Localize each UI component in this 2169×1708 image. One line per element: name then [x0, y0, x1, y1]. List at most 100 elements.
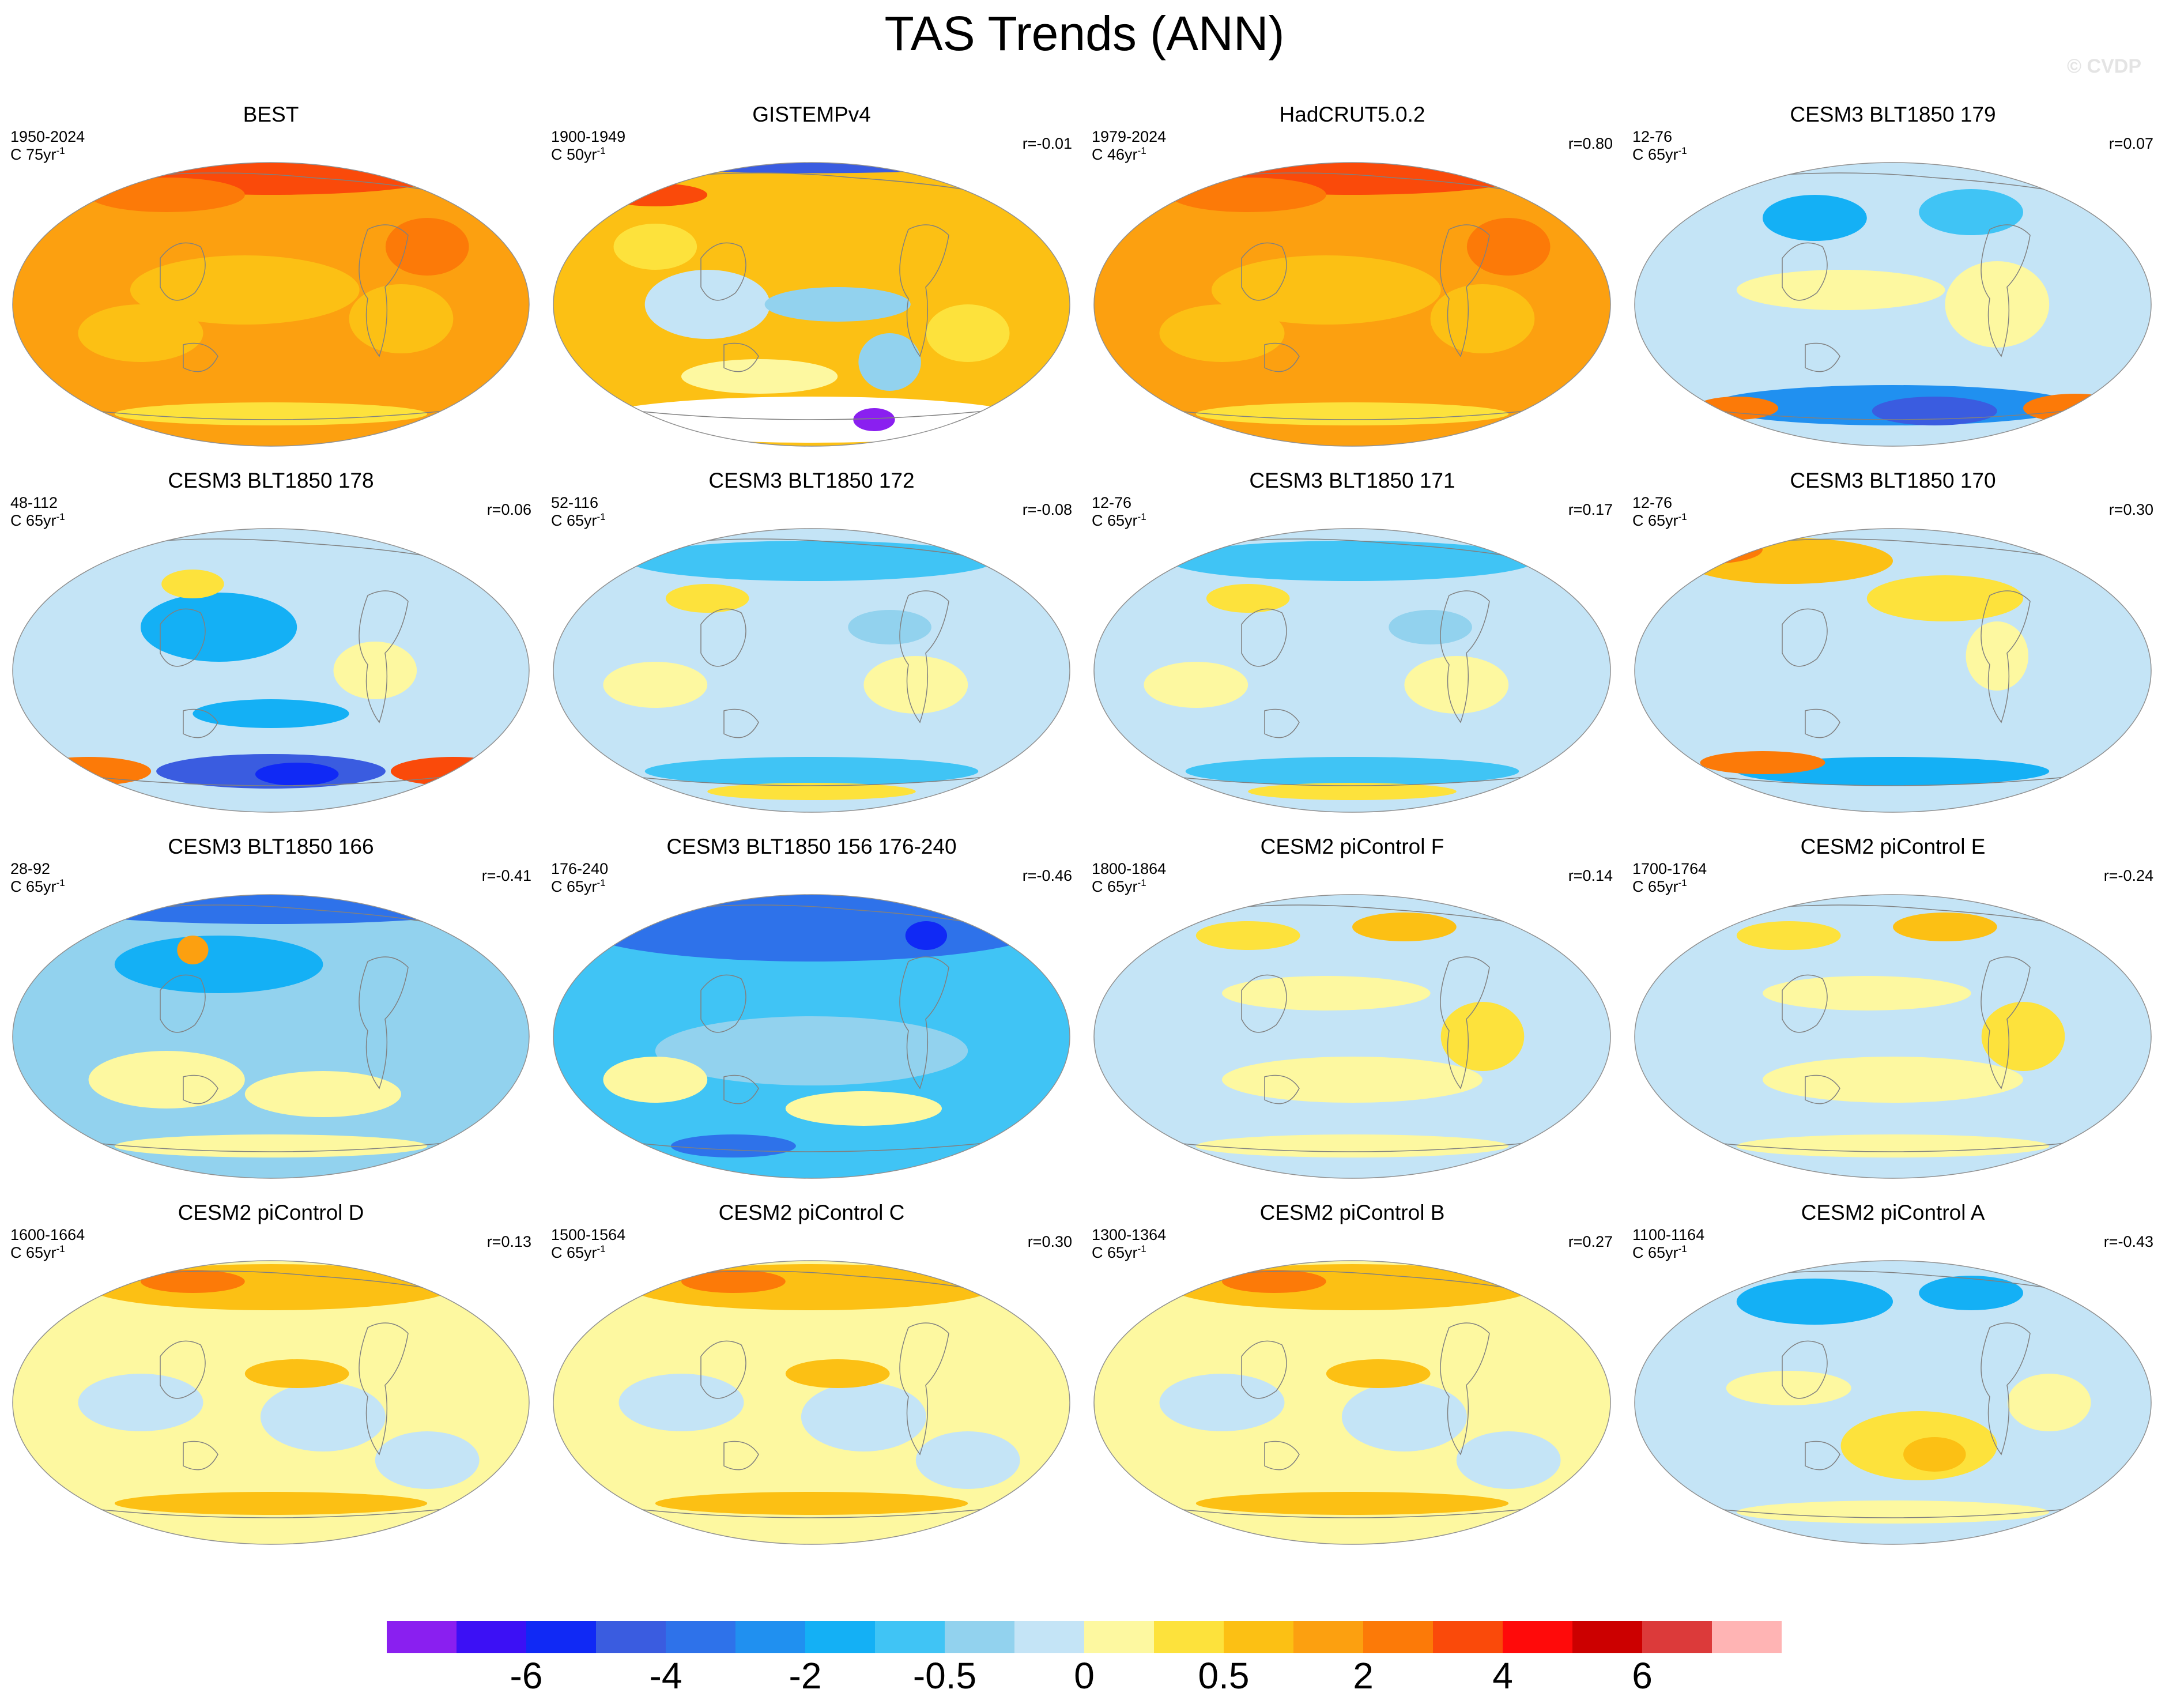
contour-region	[1726, 1371, 1851, 1405]
contour-region	[853, 408, 895, 431]
colorbar-swatch	[1224, 1621, 1294, 1653]
contour-region	[1195, 402, 1509, 425]
colorbar-tick-label: -0.5	[912, 1655, 977, 1696]
coastline	[899, 590, 949, 723]
contour-region	[603, 662, 708, 708]
colorbar-tick-label: 2	[1353, 1655, 1374, 1696]
coastline	[899, 1322, 949, 1456]
contour-region	[681, 359, 838, 394]
contour-region	[1736, 1500, 2050, 1524]
map-border	[553, 528, 1070, 813]
coastline	[700, 1340, 746, 1399]
contour-region	[244, 1359, 349, 1388]
panel-units: C 65yr-1	[1092, 511, 1146, 529]
contour-region	[1248, 783, 1457, 800]
coastline	[723, 708, 759, 738]
contour-region	[1222, 1270, 1326, 1293]
coastline	[1241, 1340, 1287, 1399]
coastline	[899, 224, 949, 357]
coastline	[1782, 608, 1828, 667]
coastline	[1149, 1140, 1553, 1152]
contour-region	[603, 1057, 708, 1103]
contour-region	[1763, 976, 1971, 1011]
colorbar-swatch	[457, 1621, 527, 1653]
figure-title: TAS Trends (ANN)	[884, 6, 1285, 61]
contour-region	[349, 284, 454, 353]
panel-title: BEST	[243, 103, 299, 126]
map-border	[12, 162, 530, 447]
coastline	[1440, 224, 1490, 357]
coastline	[1689, 408, 2094, 420]
panel-years: 1600-1664	[10, 1226, 85, 1243]
colorbar-swatch	[1084, 1621, 1155, 1653]
coastline	[1264, 1074, 1300, 1104]
colorbar-swatch	[1433, 1621, 1503, 1653]
contour-region	[1466, 218, 1551, 276]
coastline	[700, 974, 746, 1033]
panel-units: C 65yr-1	[10, 877, 65, 895]
contour-region	[1352, 913, 1457, 941]
contour-region	[603, 183, 708, 206]
colorbar-swatch	[526, 1621, 597, 1653]
coastline	[67, 1140, 472, 1152]
contour-region	[1170, 178, 1326, 212]
panel-title: CESM3 BLT1850 179	[1790, 103, 1996, 126]
coastline	[160, 608, 206, 667]
coastline	[1782, 974, 1828, 1033]
colorbar-swatch	[1363, 1621, 1434, 1653]
panel-correlation: r=0.14	[1568, 867, 1613, 884]
contour-region	[177, 936, 209, 964]
coastline	[899, 956, 949, 1089]
map-panel: CESM2 piControl D 1600-1664 C 65yr-1 r=0.13	[0, 1201, 542, 1558]
contour-region	[1222, 976, 1431, 1011]
contour-region	[618, 1374, 744, 1431]
map-plot	[12, 1260, 530, 1545]
contour-region	[1736, 921, 1841, 950]
panel-correlation: r=0.80	[1568, 135, 1613, 152]
map-border	[1093, 162, 1611, 447]
coastline	[723, 1074, 759, 1104]
colorbar-swatch	[596, 1621, 666, 1653]
contour-region	[161, 570, 224, 598]
map-panel: GISTEMPv4 1900-1949 C 50yr-1 r=-0.01	[541, 103, 1082, 460]
contour-region	[1206, 584, 1290, 613]
contour-region	[141, 593, 297, 662]
colorbar	[387, 1621, 1782, 1653]
contour-region	[1440, 1002, 1525, 1071]
panel-units: C 65yr-1	[1632, 145, 1687, 163]
panel-years: 1900-1949	[551, 128, 626, 145]
map-border	[1093, 528, 1611, 813]
panel-title: CESM2 piControl E	[1800, 835, 1986, 858]
contour-region	[1966, 621, 2029, 691]
contour-region	[785, 1359, 890, 1388]
contour-region	[1211, 255, 1441, 325]
coastline	[1241, 974, 1287, 1033]
contour-region	[670, 1134, 796, 1157]
coastline	[67, 774, 472, 786]
map-plot	[12, 894, 530, 1179]
coastline	[160, 974, 206, 1033]
contour-region	[193, 699, 349, 728]
map-border	[553, 894, 1070, 1179]
map-panel: CESM2 piControl F 1800-1864 C 65yr-1 r=0.14	[1081, 835, 1623, 1192]
contour-region	[1919, 1276, 2023, 1310]
panel-title: CESM3 BLT1850 172	[708, 469, 915, 492]
colorbar-swatch	[1572, 1621, 1643, 1653]
map-plot	[1093, 1260, 1611, 1545]
colorbar-swatch	[1642, 1621, 1712, 1653]
map-panel: CESM3 BLT1850 166 28-92 C 65yr-1 r=-0.41	[0, 835, 542, 1192]
panel-years: 1500-1564	[551, 1226, 626, 1243]
panel-title: CESM2 piControl F	[1260, 835, 1444, 858]
contour-region	[114, 402, 428, 425]
contour-region	[2023, 394, 2127, 423]
panel-title: CESM2 piControl C	[718, 1201, 905, 1224]
coastline	[183, 342, 218, 372]
contour-region	[114, 1134, 428, 1157]
colorbar-swatch	[875, 1621, 945, 1653]
coastline	[1689, 774, 2094, 786]
coastline	[1149, 1506, 1553, 1518]
contour-region	[244, 1071, 401, 1117]
map-panel: CESM3 BLT1850 178 48-112 C 65yr-1 r=0.06	[0, 469, 542, 826]
contour-region	[1763, 1057, 2023, 1103]
coastline	[183, 708, 218, 738]
